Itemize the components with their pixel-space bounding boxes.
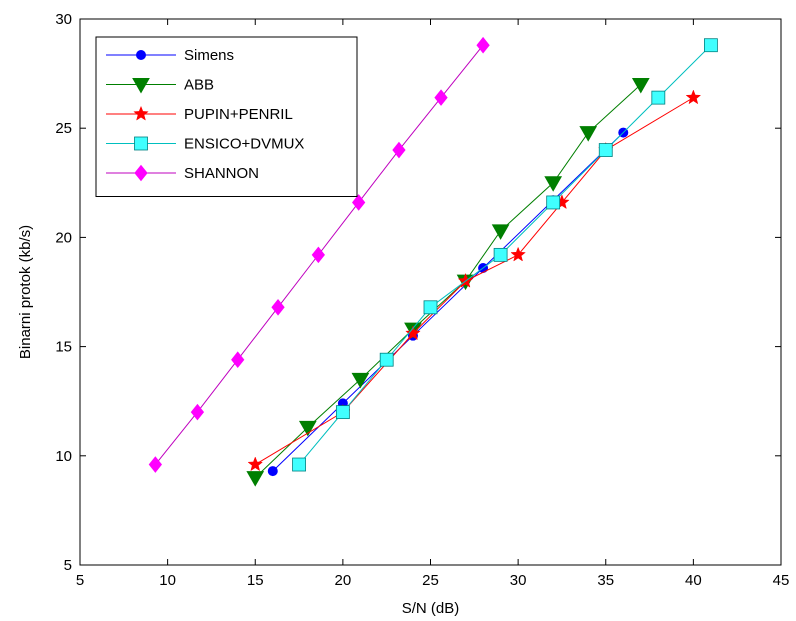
data-point-ensico-dvmux [598, 143, 613, 157]
series-line-simens [272, 132, 624, 472]
data-point-ensico-dvmux [379, 352, 394, 367]
y-tick-label: 30 [55, 11, 72, 28]
data-point-ensico-dvmux [335, 405, 350, 420]
x-tick-label: 35 [597, 572, 614, 589]
legend-entry-abb: ABB [106, 77, 214, 94]
legend-marker [132, 78, 150, 94]
y-tick-label: 15 [55, 339, 72, 356]
x-tick-label: 15 [247, 572, 264, 589]
data-point-shannon [352, 194, 366, 211]
legend-entry-pupin-penril: PUPIN+PENRIL [106, 105, 293, 123]
data-point-shannon [434, 89, 448, 106]
data-point-abb [631, 78, 650, 94]
data-point-abb [298, 420, 317, 437]
data-point-ensico-dvmux [493, 247, 508, 262]
legend-label: ABB [184, 77, 214, 94]
y-axis-ticks: 5 10 15 20 25 30 [55, 11, 781, 574]
legend-entry-simens: Simens [106, 47, 234, 64]
data-point-shannon [231, 351, 245, 369]
data-point-abb [544, 176, 563, 192]
data-point-pupin-penril [247, 456, 264, 472]
x-tick-label: 5 [76, 572, 84, 589]
data-point-shannon [271, 298, 285, 316]
data-point-abb [491, 224, 510, 240]
series-ensico-dvmux [292, 38, 718, 472]
data-point-pupin-penril [405, 325, 421, 341]
x-tick-label: 40 [685, 572, 702, 589]
data-point-ensico-dvmux [423, 300, 438, 315]
legend-marker [136, 50, 146, 60]
data-point-abb [246, 471, 265, 487]
data-point-abb [579, 126, 598, 142]
legend-label: ENSICO+DVMUX [184, 136, 304, 153]
x-tick-label: 30 [510, 572, 527, 589]
legend: Simens ABB PUPIN+PENRIL ENSICO+DVMUX SHANNON [95, 36, 358, 197]
y-axis-label: Binarni protok (kb/s) [17, 225, 34, 359]
legend-marker [133, 105, 149, 121]
data-point-ensico-dvmux [292, 457, 306, 472]
series-layer [148, 36, 718, 487]
y-tick-label: 20 [55, 229, 72, 246]
x-tick-label: 10 [159, 572, 176, 589]
data-point-simens [267, 466, 278, 477]
series-shannon [148, 36, 490, 473]
data-point-ensico-dvmux [546, 195, 561, 210]
data-point-ensico-dvmux [704, 38, 718, 53]
y-tick-label: 25 [55, 120, 72, 137]
legend-label: PUPIN+PENRIL [184, 106, 293, 123]
data-point-ensico-dvmux [651, 90, 666, 105]
series-line-pupin-penril [254, 97, 694, 465]
legend-marker [134, 136, 148, 151]
x-tick-label: 45 [773, 572, 790, 589]
data-point-shannon [311, 246, 325, 264]
y-tick-label: 5 [64, 557, 72, 574]
data-point-pupin-penril [685, 89, 702, 105]
legend-label: SHANNON [184, 165, 259, 182]
data-point-shannon [476, 36, 490, 54]
legend-label: Simens [184, 47, 234, 64]
legend-entry-ensico-dvmux: ENSICO+DVMUX [106, 136, 304, 153]
x-axis-label: S/N (dB) [402, 600, 460, 617]
legend-entry-shannon: SHANNON [106, 164, 259, 182]
legend-marker [134, 164, 148, 182]
x-tick-label: 25 [422, 572, 439, 589]
data-point-pupin-penril [457, 272, 474, 288]
data-point-shannon [148, 456, 162, 473]
data-point-abb [351, 372, 370, 389]
data-point-shannon [190, 403, 205, 421]
y-tick-label: 10 [55, 448, 72, 465]
data-point-pupin-penril [510, 246, 526, 262]
x-axis-ticks: 5 10 15 20 25 30 35 40 45 [76, 19, 790, 589]
data-point-shannon [392, 141, 406, 159]
x-tick-label: 20 [335, 572, 352, 589]
